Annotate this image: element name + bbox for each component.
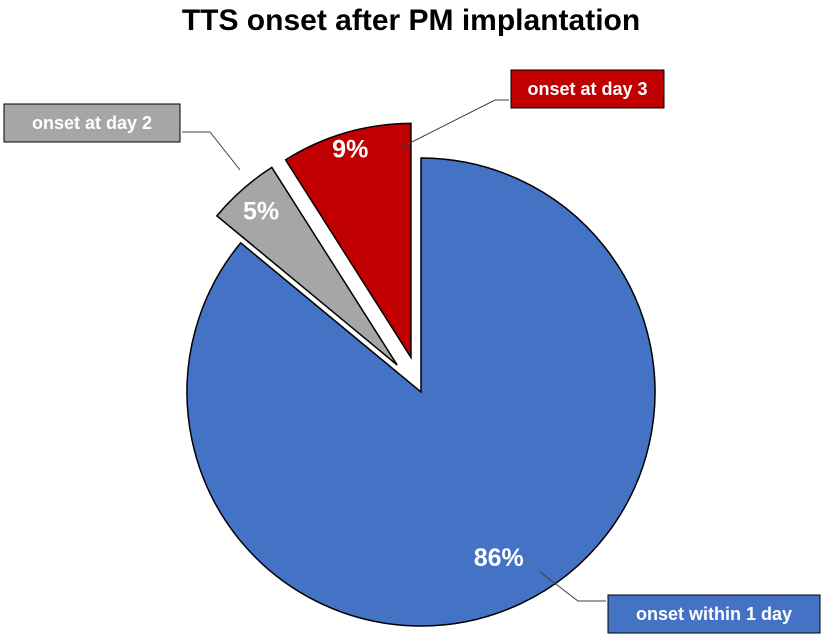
callouts-group: onset within 1 day onset at day 2 onset at…	[3, 69, 821, 634]
leader-line-within-1-day	[539, 571, 606, 602]
callout-box-within-1-day	[607, 594, 821, 634]
leader-line-day-2	[182, 131, 241, 171]
callout-box-day-3	[510, 69, 665, 109]
callout-box-day-2	[3, 103, 181, 143]
category-label-day-2: onset at day 2	[32, 113, 152, 133]
value-label-day-3: 9%	[332, 135, 368, 163]
category-label-within-1-day: onset within 1 day	[636, 604, 792, 624]
pie-slice-within-1-day	[186, 157, 656, 627]
pie-slice-day-2	[215, 166, 398, 366]
leader-lines-group	[182, 99, 606, 602]
leader-line-day-3	[399, 99, 509, 149]
percent-labels-group: 86% 5% 9%	[243, 135, 524, 572]
chart-title: TTS onset after PM implantation	[182, 4, 640, 37]
value-label-within-1-day: 86%	[474, 544, 524, 572]
slices-group	[186, 122, 656, 627]
value-label-day-2: 5%	[243, 198, 279, 226]
category-label-day-3: onset at day 3	[527, 79, 647, 99]
pie-slice-day-3	[284, 122, 412, 361]
